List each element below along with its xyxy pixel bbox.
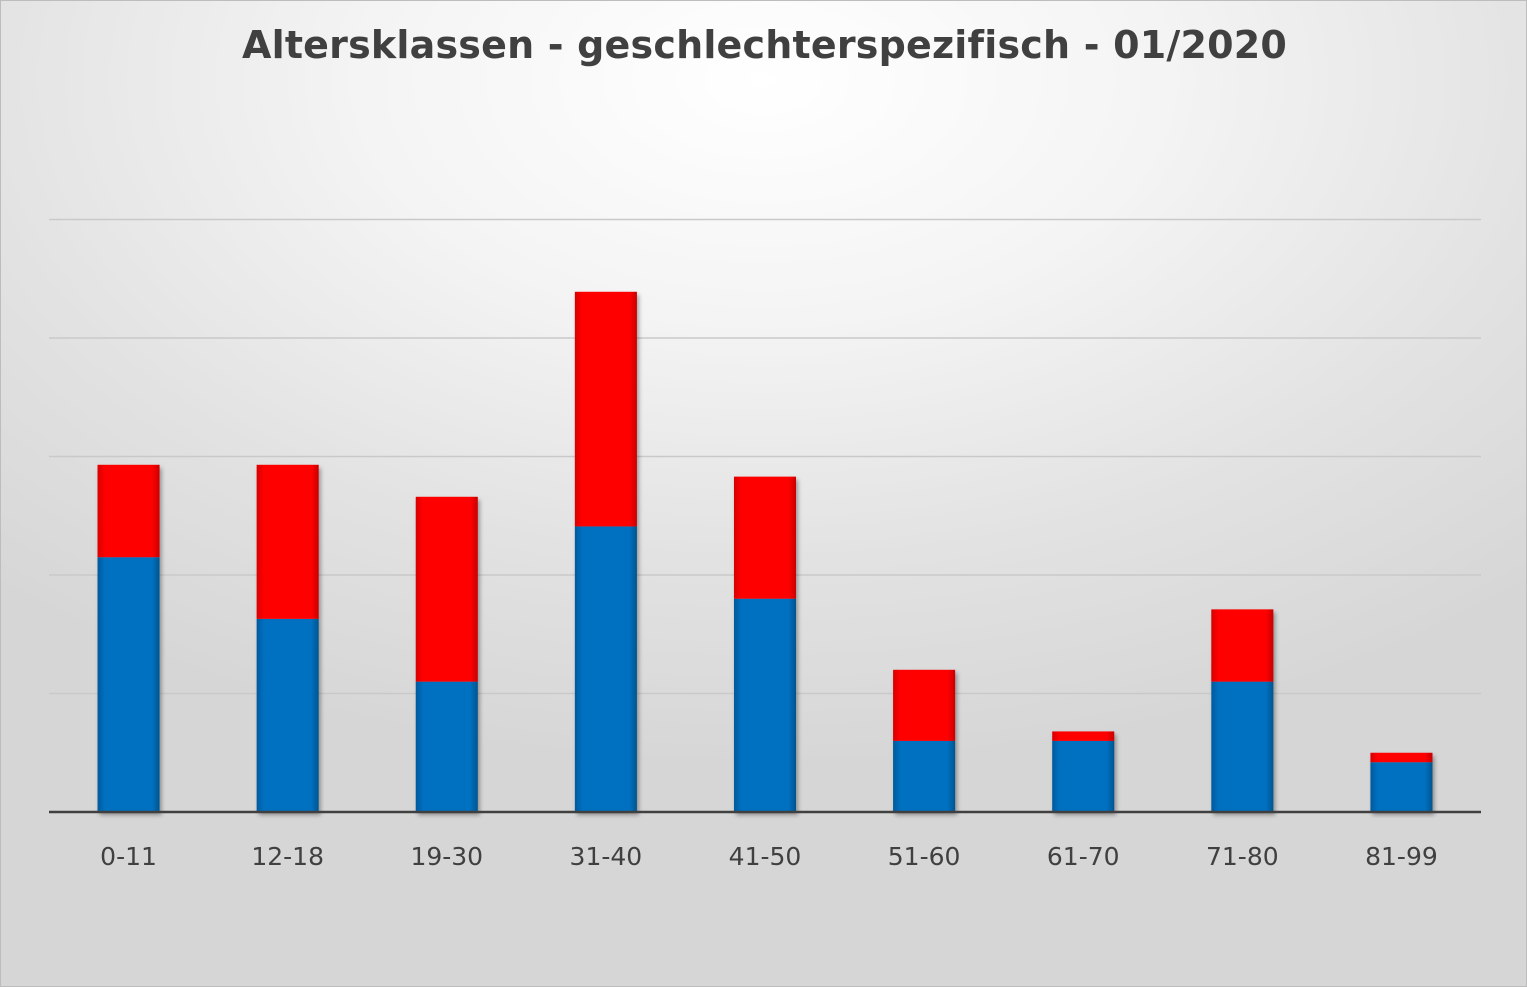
x-tick-label: 61-70 <box>1047 842 1120 871</box>
bar-segment-series2-81-99 <box>1370 752 1433 763</box>
x-tick-label: 31-40 <box>570 842 643 871</box>
x-axis: 0-11 12-18 19-30 31-40 41-50 51-60 61-70 71-80 8… <box>49 810 1481 871</box>
bar-segment-series1-0-11 <box>97 557 160 812</box>
x-tick-label: 51-60 <box>888 842 961 871</box>
bar-segment-series2-71-80 <box>1211 609 1274 682</box>
x-tick-label: 19-30 <box>410 842 483 871</box>
bar-segment-series2-51-60 <box>893 669 956 741</box>
x-tick-label: 71-80 <box>1206 842 1279 871</box>
x-tick-label: 12-18 <box>251 842 324 871</box>
x-tick-label: 41-50 <box>729 842 802 871</box>
bar-segment-series1-51-60 <box>893 740 956 812</box>
bar-stack-12-18 <box>256 464 319 812</box>
bar-segment-series2-31-40 <box>574 291 637 527</box>
bar-segment-series2-0-11 <box>97 464 160 558</box>
bar-stack-81-99 <box>1370 752 1433 812</box>
bar-segment-series1-19-30 <box>415 681 478 812</box>
bar-segment-series2-61-70 <box>1052 731 1115 741</box>
bar-stack-31-40 <box>574 291 637 812</box>
bar-stack-61-70 <box>1052 731 1115 812</box>
bars <box>97 291 1433 812</box>
bar-segment-series2-19-30 <box>415 496 478 682</box>
bar-segment-series2-12-18 <box>256 464 319 619</box>
bar-segment-series1-61-70 <box>1052 740 1115 812</box>
bar-segment-series1-41-50 <box>733 598 797 812</box>
bar-stack-0-11 <box>97 464 160 812</box>
bar-segment-series1-71-80 <box>1211 681 1274 812</box>
x-tick-label: 81-99 <box>1365 842 1438 871</box>
bar-stack-41-50 <box>733 476 797 812</box>
x-tick-label: 0-11 <box>100 842 157 871</box>
bar-segment-series1-31-40 <box>574 526 637 812</box>
bar-stack-71-80 <box>1211 609 1274 812</box>
bar-stack-51-60 <box>893 669 956 812</box>
bar-segment-series1-81-99 <box>1370 762 1433 812</box>
bar-stack-19-30 <box>415 496 478 812</box>
chart-title: Altersklassen - geschlechterspezifisch -… <box>241 23 1288 67</box>
bar-segment-series1-12-18 <box>256 618 319 812</box>
bar-segment-series2-41-50 <box>733 476 797 599</box>
